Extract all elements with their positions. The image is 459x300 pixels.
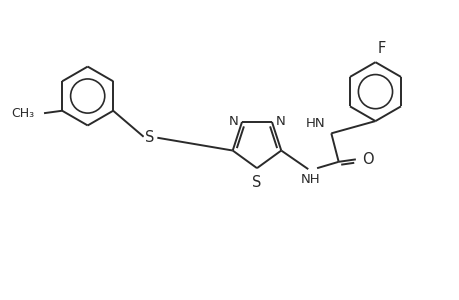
Text: N: N [275, 115, 285, 128]
Text: HN: HN [305, 117, 325, 130]
Text: N: N [228, 115, 238, 128]
Text: S: S [145, 130, 154, 145]
Text: O: O [361, 152, 373, 167]
Text: CH₃: CH₃ [11, 107, 34, 120]
Text: NH: NH [300, 173, 319, 186]
Text: F: F [377, 41, 386, 56]
Text: S: S [252, 175, 261, 190]
